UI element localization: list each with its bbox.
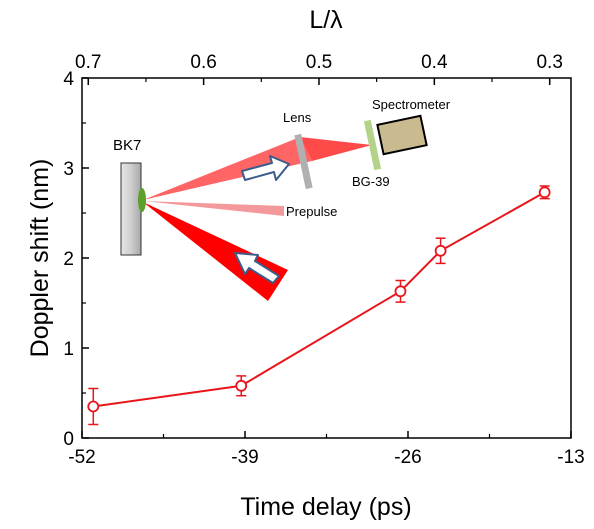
point-marker bbox=[394, 285, 407, 298]
lens-element bbox=[294, 133, 313, 190]
x-axis-title: Time delay (ps) bbox=[240, 493, 411, 521]
x-tick-label: -13 bbox=[557, 447, 584, 468]
data-point bbox=[87, 387, 100, 426]
beam-arrow-lower-icon bbox=[234, 252, 280, 284]
y-tick-label: 1 bbox=[63, 339, 74, 360]
x-tick-label: -39 bbox=[231, 447, 258, 468]
x-tick-label: -52 bbox=[68, 447, 95, 468]
label-lens: Lens bbox=[283, 110, 312, 125]
point-marker bbox=[235, 379, 248, 392]
top-tick-label: 0.4 bbox=[421, 52, 448, 73]
bk7-sample bbox=[120, 162, 142, 256]
top-x-axis: 0.70.60.50.40.30.2 bbox=[75, 52, 563, 85]
plot-frame bbox=[81, 77, 572, 439]
incident-beam bbox=[143, 202, 288, 301]
series-line bbox=[93, 191, 546, 408]
data-point bbox=[434, 237, 447, 265]
beam-arrow-upper-icon bbox=[241, 155, 290, 181]
y-axis: 0 1 2 3 4 bbox=[63, 69, 89, 450]
point-marker bbox=[87, 400, 100, 413]
y-tick-label: 0 bbox=[63, 429, 74, 450]
data-point bbox=[394, 279, 407, 303]
data-point bbox=[235, 375, 248, 397]
sample-spot bbox=[138, 188, 146, 212]
point-marker bbox=[434, 244, 447, 257]
y-tick-label: 4 bbox=[63, 69, 74, 90]
data-series bbox=[87, 185, 551, 426]
bg39-filter bbox=[363, 119, 382, 171]
y-tick-label: 2 bbox=[63, 249, 74, 270]
top-tick-label: 0.7 bbox=[75, 52, 101, 73]
data-point bbox=[538, 185, 551, 200]
top-tick-label: 0.3 bbox=[536, 52, 562, 73]
x-tick-label: -26 bbox=[394, 447, 421, 468]
spectrometer-box bbox=[376, 114, 428, 156]
point-marker bbox=[538, 186, 551, 199]
label-prepulse: Prepulse bbox=[286, 204, 337, 219]
bottom-x-axis: -52 -39 -26 -13 bbox=[68, 431, 585, 468]
top-tick-label: 0.6 bbox=[190, 52, 216, 73]
label-bk7: BK7 bbox=[113, 137, 141, 154]
top-tick-label: 0.5 bbox=[306, 52, 332, 73]
y-tick-label: 3 bbox=[63, 159, 74, 180]
label-spectrometer: Spectrometer bbox=[372, 97, 451, 112]
y-axis-title: Doppler shift (nm) bbox=[26, 159, 54, 358]
top-axis-title: L/λ bbox=[309, 6, 343, 34]
reflected-beam bbox=[143, 137, 312, 200]
label-bg39: BG-39 bbox=[352, 174, 390, 189]
collected-beam bbox=[300, 137, 372, 161]
prepulse-beam bbox=[143, 201, 284, 216]
setup-schematic: BK7 Lens Spectrometer BG-39 Prepulse bbox=[113, 97, 451, 301]
